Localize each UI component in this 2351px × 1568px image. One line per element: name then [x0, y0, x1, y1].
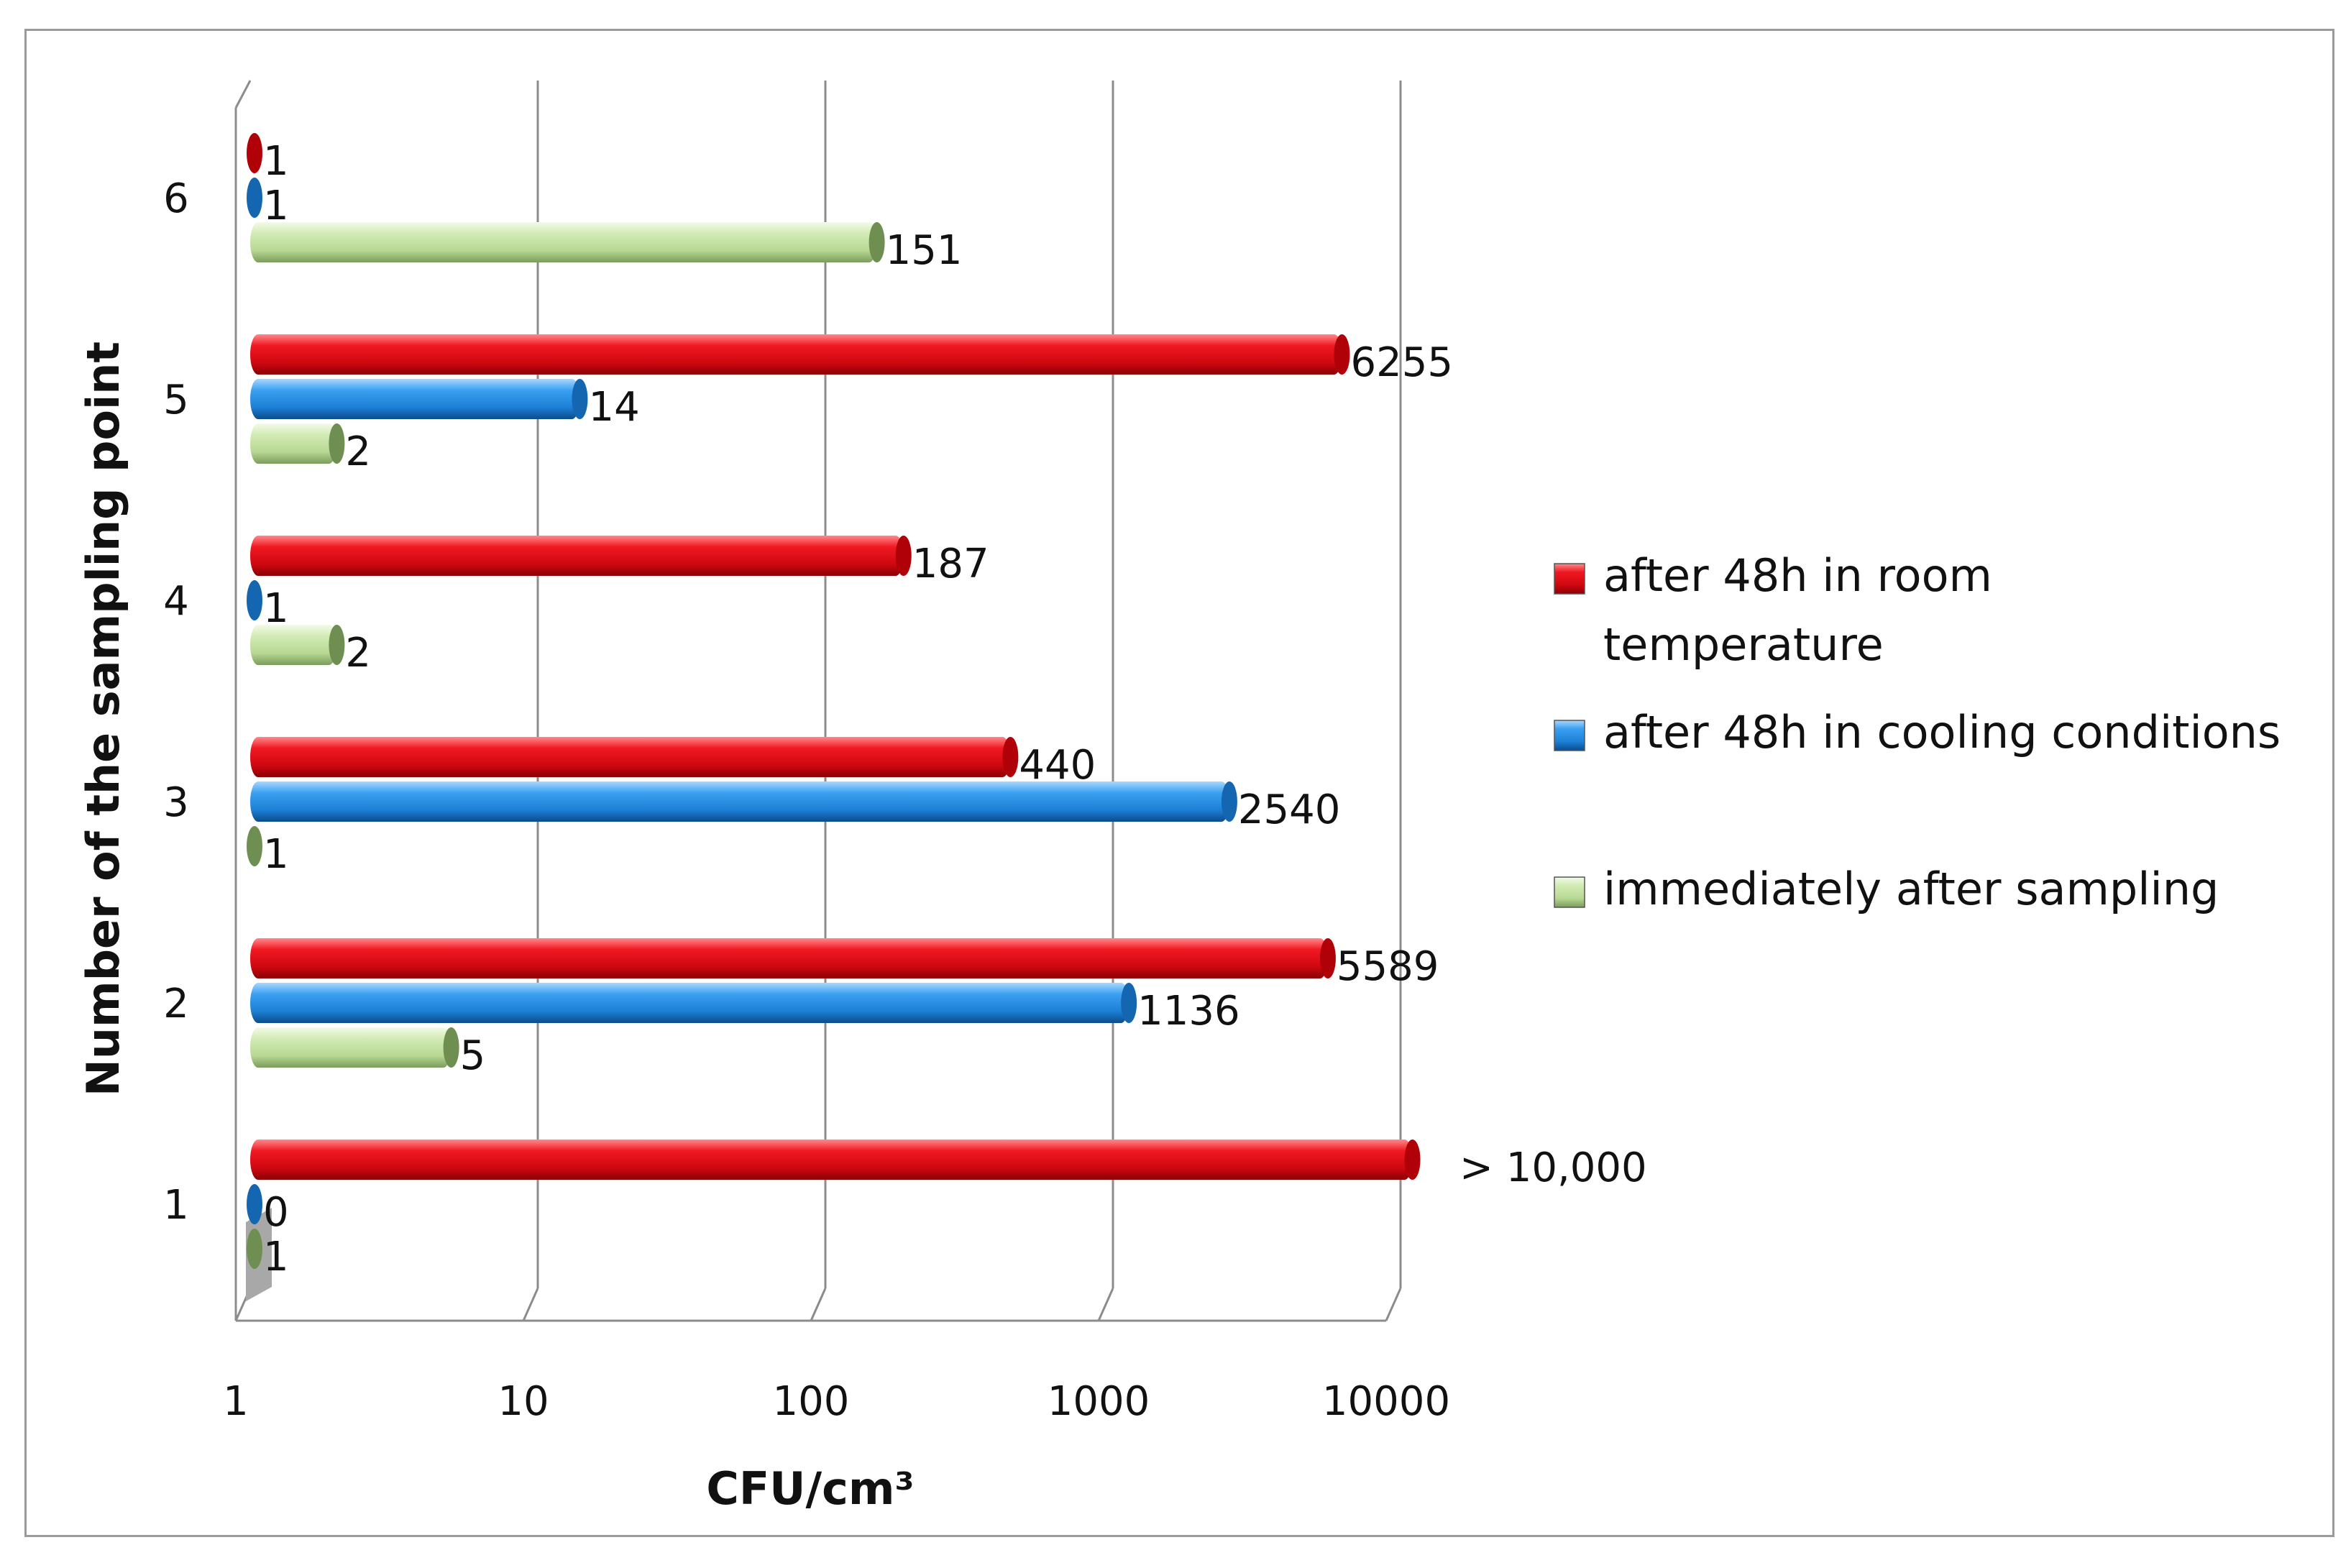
bar-body [250, 983, 1129, 1023]
bar-body [250, 938, 1328, 978]
bar-cap [329, 423, 345, 464]
gridlines [234, 81, 1402, 1321]
bar-cap [247, 133, 262, 173]
bar-body [250, 1140, 1413, 1180]
data-label: > 10,000 [1459, 1145, 1647, 1191]
bar [250, 536, 912, 576]
floor-depth-line [522, 1288, 539, 1321]
legend-swatch [1554, 720, 1585, 751]
data-labels: > 10,00001558911365440254011871262551421… [263, 138, 1647, 1280]
floor-depth-line [1097, 1288, 1114, 1321]
bar-cap [1334, 334, 1350, 375]
bar [250, 334, 1350, 375]
y-axis-title: Number of the sampling point [77, 341, 129, 1096]
bar-cap [329, 625, 345, 665]
bar [250, 1027, 459, 1068]
bar-cap [247, 178, 262, 218]
bar-cap [1002, 737, 1019, 777]
data-label: 2 [345, 428, 371, 475]
legend-swatch [1554, 876, 1585, 908]
bar [250, 625, 345, 665]
bar [250, 983, 1137, 1023]
bar-body [250, 423, 337, 464]
x-tick-label: 10000 [1322, 1378, 1450, 1425]
y-tick-label: 5 [163, 377, 189, 423]
y-tick-label: 2 [163, 981, 189, 1027]
bar [250, 379, 588, 419]
bar-body [250, 379, 580, 419]
bar [247, 178, 262, 218]
data-label: 1 [263, 831, 289, 878]
bar-cap [247, 580, 262, 620]
bar [250, 222, 885, 262]
x-axis-title: CFU/cm³ [706, 1462, 914, 1515]
data-label: 440 [1019, 742, 1096, 789]
bar [247, 826, 262, 866]
legend-swatch [1554, 563, 1585, 595]
bar-body [250, 625, 337, 665]
bar-body [250, 334, 1342, 375]
bar-cap [1404, 1140, 1421, 1180]
floor-depth-line [1385, 1288, 1402, 1321]
y-tick-label: 6 [163, 175, 189, 222]
bar-body [250, 222, 877, 262]
legend: after 48h in room temperature after 48h in… [1554, 549, 2281, 915]
bar [247, 580, 262, 620]
data-label: 151 [886, 227, 963, 274]
bar-cap [247, 826, 262, 866]
bar-cap [443, 1027, 459, 1068]
bar-cap [247, 1184, 262, 1224]
x-tick-label: 1 [223, 1378, 249, 1425]
axes [234, 80, 1386, 1322]
data-label: 6255 [1350, 339, 1453, 386]
legend-label: after 48h in cooling conditions [1603, 706, 2281, 758]
bar-cap [247, 1229, 262, 1269]
data-label: 0 [263, 1189, 289, 1236]
x-tick-label: 100 [773, 1378, 850, 1425]
data-label: 1 [263, 183, 289, 229]
x-tick-label: 1000 [1048, 1378, 1150, 1425]
bar-body [250, 1027, 452, 1068]
bar-body [250, 781, 1229, 822]
bar [250, 423, 345, 464]
data-label: 14 [588, 384, 639, 431]
y-tick-label: 1 [163, 1182, 189, 1229]
bar-cap [1121, 983, 1137, 1023]
wall-top-edge [234, 80, 252, 109]
bar [247, 133, 262, 173]
floor-depth-line [810, 1288, 827, 1321]
bars [247, 133, 1421, 1269]
bar-body [250, 536, 904, 576]
bar-cap [572, 379, 588, 419]
data-label: 5589 [1337, 943, 1439, 990]
y-tick-label: 4 [163, 578, 189, 625]
legend-label: immediately after sampling [1603, 863, 2219, 915]
data-label: 5 [460, 1032, 486, 1079]
bar-cap [1221, 781, 1237, 822]
bar [247, 1229, 262, 1269]
y-axis-tick-labels: 1 2 3 4 5 6 [163, 175, 189, 1229]
data-label: 2 [345, 630, 371, 677]
bar [250, 1140, 1421, 1180]
bar [250, 737, 1019, 777]
legend-label: after 48h in room temperature [1603, 549, 1992, 671]
data-label: 187 [912, 541, 989, 587]
bar [250, 781, 1237, 822]
bar-cap [1319, 938, 1336, 978]
bar [247, 1184, 262, 1224]
data-label: 1136 [1137, 988, 1240, 1035]
data-label: 1 [263, 585, 289, 632]
data-label: 2540 [1238, 787, 1341, 833]
data-label: 1 [263, 1234, 289, 1280]
x-axis-tick-labels: 1 10 100 1000 10000 [223, 1378, 1450, 1425]
data-label: 1 [263, 138, 289, 185]
bar-cap [869, 222, 885, 262]
bar [250, 938, 1336, 978]
y-tick-label: 3 [163, 779, 189, 826]
x-tick-label: 10 [498, 1378, 549, 1425]
bar-body [250, 737, 1011, 777]
bar-cap [895, 536, 912, 576]
